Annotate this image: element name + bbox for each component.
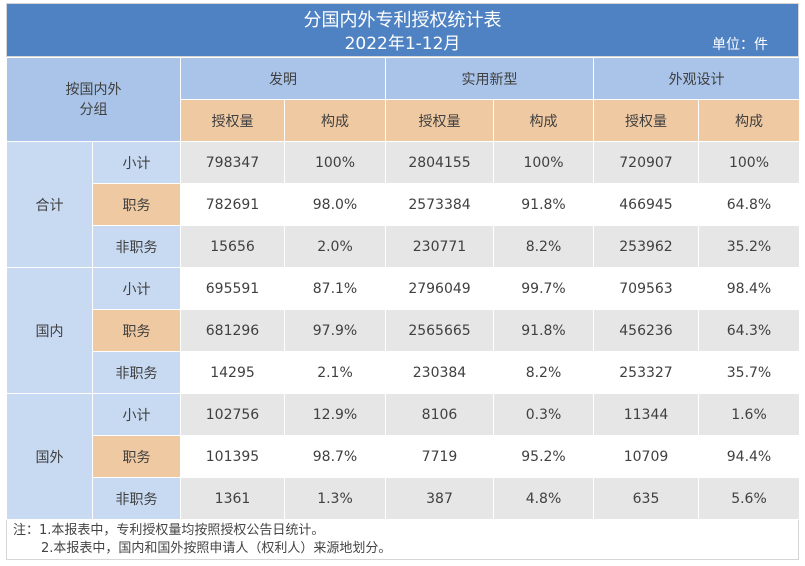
table-cell: 709563: [593, 267, 699, 310]
table-cell: 2573384: [385, 183, 494, 226]
footnotes: 注：1.本报表中，专利授权量均按照授权公告日统计。 2.本报表中，国内和国外按照…: [6, 520, 799, 560]
table-row: 非职务 1361 1.3% 387 4.8% 635 5.6%: [7, 477, 800, 520]
table-row: 非职务 14295 2.1% 230384 8.2% 253327 35.7%: [7, 351, 800, 394]
table-cell: 102756: [180, 393, 285, 436]
table-cell: 91.8%: [493, 183, 594, 226]
table-cell: 2.1%: [284, 351, 386, 394]
table-cell: 456236: [593, 309, 699, 352]
table-cell: 782691: [180, 183, 285, 226]
table-cell: 87.1%: [284, 267, 386, 310]
stats-table: 按国内外分组 发明 实用新型 外观设计 授权量 构成 授权量 构成 授权量 构成…: [6, 57, 800, 520]
table-cell: 253327: [593, 351, 699, 394]
category-header-design: 外观设计: [593, 57, 800, 100]
table-cell: 8106: [385, 393, 494, 436]
group-label: 国内: [6, 267, 93, 394]
table-cell: 695591: [180, 267, 285, 310]
unit-label: 单位：件: [712, 37, 768, 53]
category-header-utility-model: 实用新型: [385, 57, 594, 100]
table-cell: 0.3%: [493, 393, 594, 436]
table-cell: 8.2%: [493, 351, 594, 394]
table-cell: 635: [593, 477, 699, 520]
group-label: 合计: [6, 141, 93, 268]
table-cell: 681296: [180, 309, 285, 352]
sub-header-count: 授权量: [180, 99, 285, 142]
table-cell: 8.2%: [493, 225, 594, 268]
report-period: 2022年1-12月: [344, 34, 461, 54]
sub-header-share: 构成: [698, 99, 800, 142]
table-row: 国外 小计 102756 12.9% 8106 0.3% 11344 1.6%: [6, 393, 800, 520]
table-cell: 2565665: [385, 309, 494, 352]
row-label: 职务: [92, 435, 181, 478]
table-cell: 2804155: [385, 141, 494, 184]
table-cell: 91.8%: [493, 309, 594, 352]
sub-header-share: 构成: [493, 99, 594, 142]
table-cell: 1.6%: [698, 393, 800, 436]
table-cell: 1.3%: [284, 477, 386, 520]
report-title: 分国内外专利授权统计表: [303, 10, 502, 31]
table-cell: 98.7%: [284, 435, 386, 478]
row-label: 非职务: [92, 477, 181, 520]
table-row: 非职务 15656 2.0% 230771 8.2% 253962 35.2%: [7, 225, 800, 268]
table-cell: 64.8%: [698, 183, 800, 226]
table-cell: 466945: [593, 183, 699, 226]
table-cell: 101395: [180, 435, 285, 478]
table-row: 国内 小计 695591 87.1% 2796049 99.7% 709563 …: [6, 267, 800, 394]
table-cell: 98.0%: [284, 183, 386, 226]
group-label: 国外: [6, 393, 93, 520]
table-cell: 798347: [180, 141, 285, 184]
table-cell: 100%: [493, 141, 594, 184]
table-cell: 230384: [385, 351, 494, 394]
footnote-1: 注：1.本报表中，专利授权量均按照授权公告日统计。: [13, 523, 325, 538]
table-cell: 64.3%: [698, 309, 800, 352]
table-cell: 2.0%: [284, 225, 386, 268]
row-label: 职务: [92, 309, 181, 352]
table-cell: 12.9%: [284, 393, 386, 436]
corner-label: 按国内外分组: [65, 81, 122, 118]
table-cell: 1361: [180, 477, 285, 520]
footnote-2: 2.本报表中，国内和国外按照申请人（权利人）来源地划分。: [41, 541, 392, 556]
table-cell: 99.7%: [493, 267, 594, 310]
corner-header: 按国内外分组: [6, 57, 181, 142]
table-row: 职务 101395 98.7% 7719 95.2% 10709 94.4%: [7, 435, 800, 478]
table-cell: 100%: [698, 141, 800, 184]
table-cell: 5.6%: [698, 477, 800, 520]
category-header-invention: 发明: [180, 57, 386, 100]
table-cell: 95.2%: [493, 435, 594, 478]
table-cell: 253962: [593, 225, 699, 268]
sub-header-count: 授权量: [385, 99, 494, 142]
table-cell: 97.9%: [284, 309, 386, 352]
row-label: 小计: [92, 267, 181, 310]
table-cell: 35.2%: [698, 225, 800, 268]
table-row: 职务 782691 98.0% 2573384 91.8% 466945 64.…: [7, 183, 800, 226]
table-cell: 35.7%: [698, 351, 800, 394]
title-bar: 分国内外专利授权统计表 2022年1-12月 单位：件: [6, 3, 799, 57]
patent-stats-report: 分国内外专利授权统计表 2022年1-12月 单位：件 按国内外分组 发明 实用…: [6, 3, 800, 560]
table-cell: 720907: [593, 141, 699, 184]
table-cell: 4.8%: [493, 477, 594, 520]
sub-header-count: 授权量: [593, 99, 699, 142]
table-cell: 7719: [385, 435, 494, 478]
table-cell: 98.4%: [698, 267, 800, 310]
table-row: 合计 小计 798347 100% 2804155 100% 720907 10…: [6, 141, 800, 268]
row-label: 职务: [92, 183, 181, 226]
table-cell: 100%: [284, 141, 386, 184]
row-label: 小计: [92, 141, 181, 184]
table-cell: 11344: [593, 393, 699, 436]
table-cell: 387: [385, 477, 494, 520]
row-label: 小计: [92, 393, 181, 436]
row-label: 非职务: [92, 225, 181, 268]
table-cell: 15656: [180, 225, 285, 268]
table-cell: 94.4%: [698, 435, 800, 478]
table-cell: 2796049: [385, 267, 494, 310]
table-row: 职务 681296 97.9% 2565665 91.8% 456236 64.…: [7, 309, 800, 352]
table-cell: 230771: [385, 225, 494, 268]
table-cell: 10709: [593, 435, 699, 478]
row-label: 非职务: [92, 351, 181, 394]
table-cell: 14295: [180, 351, 285, 394]
sub-header-share: 构成: [284, 99, 386, 142]
